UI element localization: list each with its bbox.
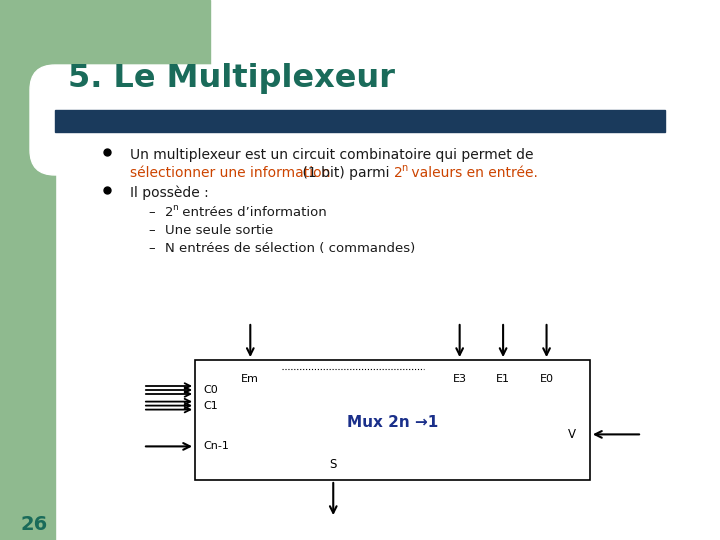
Text: 2: 2	[165, 206, 174, 219]
Text: –: –	[148, 224, 155, 237]
Bar	[195, 360, 590, 480]
Text: sélectionner une information: sélectionner une information	[130, 166, 330, 180]
Text: 26: 26	[20, 516, 48, 535]
Text: Em: Em	[241, 374, 259, 384]
Text: S: S	[330, 457, 337, 470]
Text: Il possède :: Il possède :	[130, 186, 209, 200]
Text: valeurs en entrée.: valeurs en entrée.	[407, 166, 538, 180]
Text: C1: C1	[203, 401, 217, 410]
Text: E3: E3	[453, 374, 467, 384]
Text: –: –	[148, 206, 155, 219]
Text: 2: 2	[394, 166, 402, 180]
Text: n: n	[401, 163, 408, 173]
Text: Un multiplexeur est un circuit combinatoire qui permet de: Un multiplexeur est un circuit combinato…	[130, 148, 534, 162]
Text: N entrées de sélection ( commandes): N entrées de sélection ( commandes)	[165, 242, 415, 255]
FancyBboxPatch shape	[30, 65, 250, 175]
Text: –: –	[148, 242, 155, 255]
Text: V: V	[568, 428, 576, 441]
Text: E0: E0	[539, 374, 554, 384]
Text: E1: E1	[496, 374, 510, 384]
Text: n: n	[172, 203, 178, 212]
Bar	[55, 110, 665, 132]
Text: Cn-1: Cn-1	[203, 441, 229, 451]
Text: (1 bit) parmi: (1 bit) parmi	[298, 166, 398, 180]
Text: Une seule sortie: Une seule sortie	[165, 224, 274, 237]
Text: C0: C0	[203, 385, 217, 395]
Bar	[0, 0, 55, 540]
Text: Mux 2n →1: Mux 2n →1	[347, 415, 438, 430]
Text: entrées d’information: entrées d’information	[178, 206, 327, 219]
Text: 5. Le Multiplexeur: 5. Le Multiplexeur	[68, 63, 395, 93]
Bar	[0, 0, 210, 115]
